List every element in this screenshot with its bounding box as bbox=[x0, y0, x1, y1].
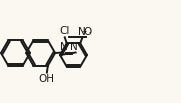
Text: N: N bbox=[70, 42, 78, 52]
Text: -: - bbox=[89, 29, 91, 35]
Text: N: N bbox=[78, 27, 86, 37]
Text: O: O bbox=[84, 27, 92, 37]
Text: +: + bbox=[82, 29, 87, 35]
Text: Cl: Cl bbox=[60, 26, 70, 36]
Text: OH: OH bbox=[39, 74, 55, 84]
Text: N: N bbox=[60, 42, 68, 52]
